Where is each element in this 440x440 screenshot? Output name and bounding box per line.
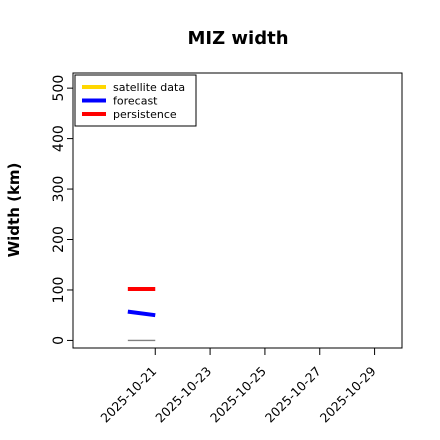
y-axis: 0 100 200 300 400 500 [51, 75, 73, 345]
y-tick-label: 100 [51, 277, 67, 304]
series-line-forecast [127, 309, 156, 318]
legend-label: satellite data [113, 81, 185, 94]
y-tick-label: 500 [51, 75, 67, 102]
x-tick-label: 2025-10-21 [97, 364, 159, 426]
x-tick-label: 2025-10-29 [317, 363, 379, 425]
plot-area [127, 286, 156, 342]
x-axis: 2025-10-212025-10-232025-10-252025-10-27… [97, 348, 379, 426]
plot-frame [72, 72, 403, 349]
legend-label: forecast [113, 95, 158, 108]
x-tick-label: 2025-10-23 [152, 364, 214, 426]
x-tick-label: 2025-10-27 [262, 364, 324, 426]
y-tick-label: 300 [51, 176, 67, 203]
y-tick-label: 200 [51, 226, 67, 253]
x-tick-label: 2025-10-25 [207, 364, 269, 426]
legend-label: persistence [113, 108, 177, 121]
y-tick-label: 0 [51, 336, 67, 345]
y-tick-label: 400 [51, 125, 67, 152]
chart-title: MIZ width [187, 28, 288, 49]
y-axis-label: Width (km) [5, 163, 23, 258]
